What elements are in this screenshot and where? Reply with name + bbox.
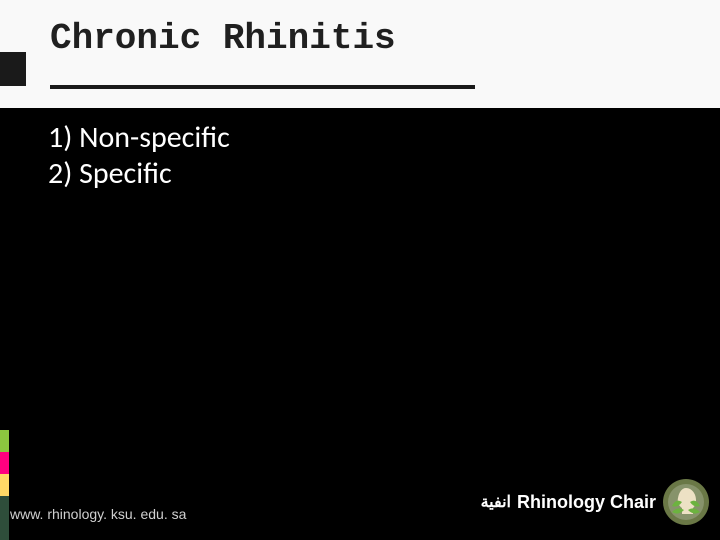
slide-title: Chronic Rhinitis (50, 18, 396, 59)
chair-arabic: انفية (481, 492, 511, 512)
logo-icon (662, 478, 710, 526)
left-accent-dark (0, 52, 26, 86)
title-divider (50, 85, 475, 89)
slide: Chronic Rhinitis 1) Non-specific 2) Spec… (0, 0, 720, 540)
left-stripe (0, 474, 9, 496)
left-stripe (0, 496, 9, 540)
chair-english: Rhinology Chair (517, 492, 656, 513)
footer-url: www. rhinology. ksu. edu. sa (10, 506, 186, 522)
content-list: 1) Non-specific 2) Specific (48, 120, 230, 192)
list-item: 1) Non-specific (48, 120, 230, 156)
left-stripe (0, 452, 9, 474)
left-stripe (0, 430, 9, 452)
list-item: 2) Specific (48, 156, 230, 192)
footer-right: انفية Rhinology Chair (481, 478, 710, 526)
